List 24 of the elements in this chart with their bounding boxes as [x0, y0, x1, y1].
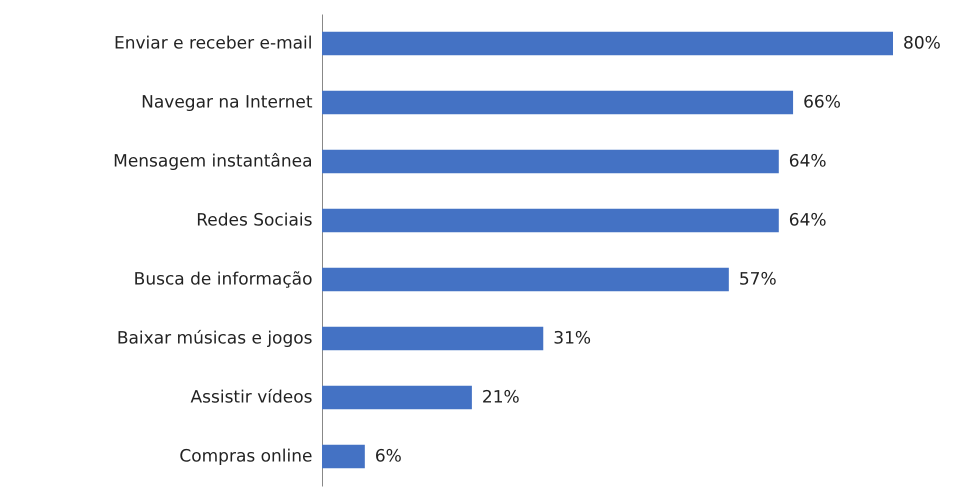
data-label: 31%: [553, 328, 592, 348]
data-label: 6%: [374, 446, 402, 466]
bar: [322, 444, 365, 468]
bar: [322, 326, 544, 350]
data-label: 64%: [788, 152, 827, 172]
y-tick-label: Navegar na Internet: [141, 92, 313, 112]
y-tick-label: Busca de informação: [134, 270, 312, 290]
data-label: 57%: [738, 270, 777, 290]
bar: [322, 90, 794, 114]
y-tick-label: Baixar músicas e jogos: [116, 328, 313, 348]
bar: [322, 208, 779, 232]
y-tick-label: Compras online: [179, 446, 312, 466]
bar: [322, 268, 729, 292]
data-label: 21%: [482, 388, 520, 408]
y-tick-label: Enviar e receber e-mail: [114, 34, 312, 54]
bar: [322, 32, 893, 56]
data-label: 66%: [803, 92, 841, 112]
y-tick-label: Assistir vídeos: [190, 388, 313, 408]
data-label: 80%: [903, 34, 941, 54]
bar: [322, 386, 472, 410]
data-label: 64%: [788, 210, 827, 230]
bar: [322, 150, 779, 174]
y-tick-label: Redes Sociais: [196, 210, 313, 230]
y-tick-label: Mensagem instantânea: [113, 152, 312, 172]
